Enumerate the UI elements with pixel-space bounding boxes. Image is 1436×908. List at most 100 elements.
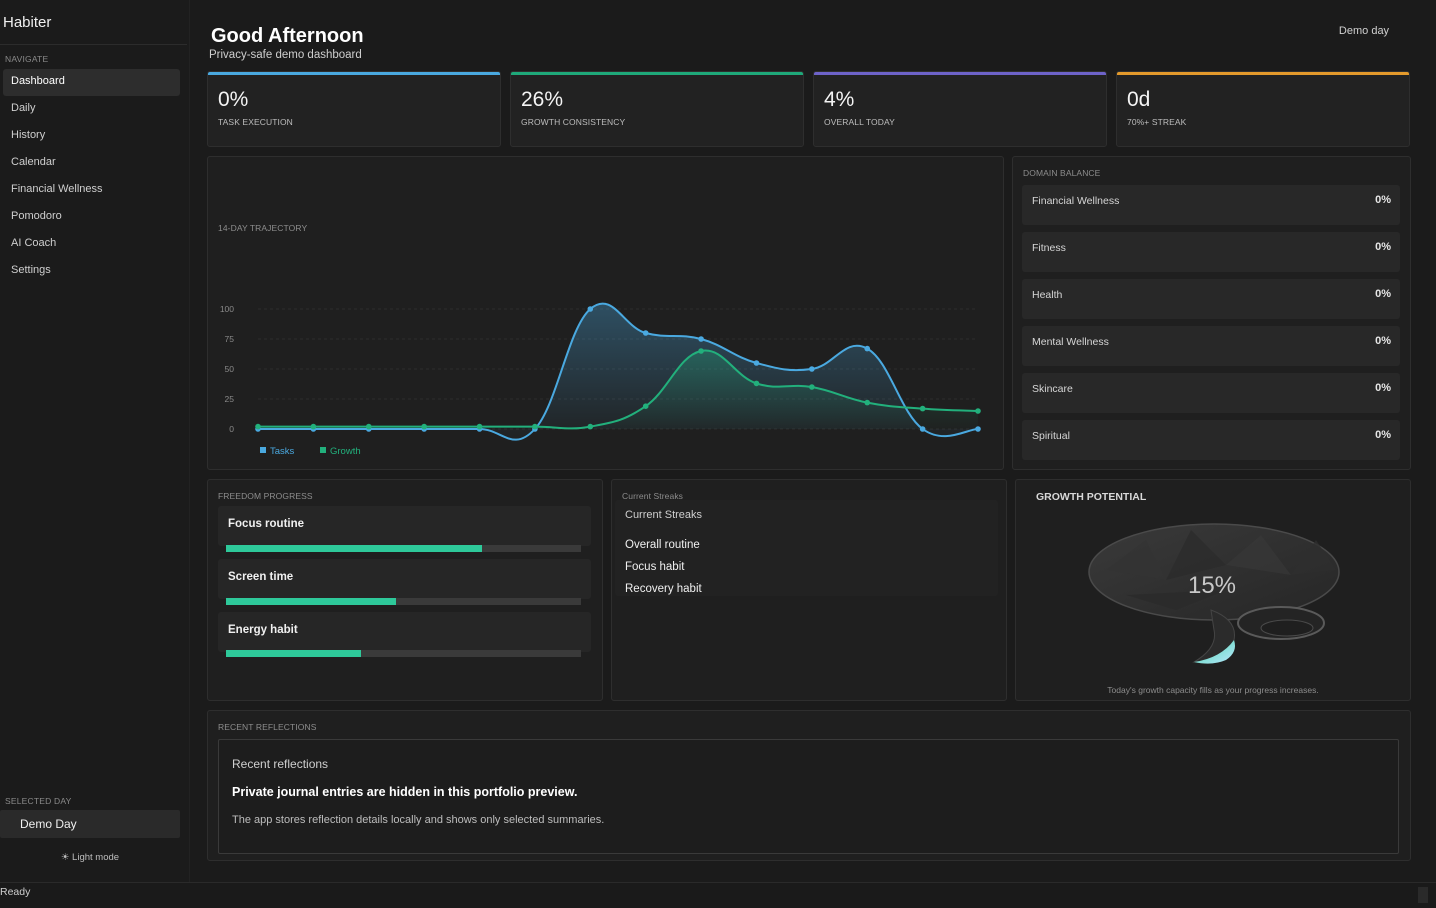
sidebar-item-calendar[interactable]: Calendar — [11, 156, 56, 168]
sidebar-item-financial-wellness[interactable]: Financial Wellness — [11, 183, 103, 195]
streak-item-overall-routine: Overall routine — [625, 539, 700, 551]
stat-label: OVERALL TODAY — [824, 117, 895, 127]
data-point-tasks[interactable] — [919, 426, 926, 432]
recent-reflections-title: RECENT REFLECTIONS — [218, 722, 317, 732]
reflections-heading: Recent reflections — [232, 757, 329, 771]
data-point-growth[interactable] — [809, 384, 815, 390]
recent-reflections-panel: RECENT REFLECTIONS Recent reflections Pr… — [207, 710, 1411, 861]
data-point-tasks[interactable] — [642, 330, 649, 336]
domain-percent: 0% — [1375, 382, 1391, 394]
y-tick-label: 0 — [229, 424, 234, 434]
data-point-growth[interactable] — [753, 380, 760, 387]
data-point-growth[interactable] — [642, 403, 649, 409]
selected-day-label: SELECTED DAY — [5, 796, 72, 806]
data-point-growth[interactable] — [310, 423, 317, 430]
domain-balance-panel: DOMAIN BALANCE Financial Wellness 0% Fit… — [1012, 156, 1411, 470]
freedom-progress-bar — [226, 545, 581, 552]
stat-value: 0d — [1127, 88, 1151, 111]
light-mode-toggle[interactable]: ☀ Light mode — [60, 852, 120, 863]
stat-value: 0% — [218, 88, 249, 111]
data-point-growth[interactable] — [975, 408, 981, 414]
nav-section-label: NAVIGATE — [5, 54, 49, 64]
data-point-tasks[interactable] — [975, 426, 981, 432]
y-tick-label: 100 — [220, 304, 234, 314]
sidebar-item-pomodoro[interactable]: Pomodoro — [11, 210, 62, 222]
data-point-growth[interactable] — [698, 348, 704, 354]
domain-name: Mental Wellness — [1032, 336, 1109, 348]
legend-label[interactable]: Growth — [330, 446, 361, 457]
reflections-card: Recent reflections Private journal entri… — [218, 739, 1399, 854]
freedom-item-focus-routine: Focus routine — [218, 506, 591, 546]
domain-row-mental-wellness: Mental Wellness 0% — [1022, 326, 1400, 366]
data-point-growth[interactable] — [421, 423, 427, 430]
trajectory-panel: 14-DAY TRAJECTORY 0 25 50 75 100 Tasks Growth — [207, 156, 1004, 470]
freedom-item-label: Focus routine — [228, 518, 305, 530]
domain-name: Skincare — [1032, 383, 1073, 395]
domain-name: Spiritual — [1032, 430, 1070, 442]
stat-accent-bar — [1117, 72, 1409, 75]
demo-day-button[interactable]: Demo day — [1338, 25, 1390, 37]
data-point-tasks[interactable] — [809, 366, 815, 372]
reflections-privacy-notice: Private journal entries are hidden in th… — [232, 785, 578, 799]
stat-label: 70%+ STREAK — [1127, 117, 1187, 127]
sidebar-item-ai-coach[interactable]: AI Coach — [11, 237, 57, 249]
freedom-progress-fill — [226, 650, 361, 657]
series-area-growth — [258, 350, 978, 429]
legend-swatch — [260, 447, 266, 453]
growth-gem-illustration: 15% — [1088, 523, 1340, 664]
page-title: Good Afternoon — [211, 25, 364, 47]
data-point-tasks[interactable] — [753, 360, 760, 366]
stat-card-overall-today: 4% OVERALL TODAY — [813, 71, 1107, 147]
freedom-progress-title: FREEDOM PROGRESS — [218, 491, 313, 501]
sidebar-item-daily[interactable]: Daily — [11, 102, 36, 114]
stat-card-streak: 0d 70%+ STREAK — [1116, 71, 1410, 147]
y-tick-label: 50 — [225, 364, 235, 374]
stat-accent-bar — [511, 72, 803, 75]
domain-row-fitness: Fitness 0% — [1022, 232, 1400, 272]
domain-row-spiritual: Spiritual 0% — [1022, 420, 1400, 460]
legend-swatch — [320, 447, 326, 453]
domain-name: Health — [1032, 289, 1063, 301]
sidebar-nav: Dashboard Daily History Calendar Financi… — [3, 69, 180, 285]
data-point-growth[interactable] — [864, 399, 871, 406]
stat-accent-bar — [814, 72, 1106, 75]
domain-percent: 0% — [1375, 288, 1391, 300]
data-point-tasks[interactable] — [864, 345, 871, 352]
series-line-growth — [258, 349, 979, 430]
sidebar-item-settings[interactable]: Settings — [11, 264, 51, 276]
status-text: Ready — [0, 886, 31, 898]
trajectory-title: 14-DAY TRAJECTORY — [218, 223, 308, 233]
streak-item-focus-habit: Focus habit — [625, 561, 685, 573]
streaks-card — [615, 500, 998, 596]
growth-potential-value: 15% — [1188, 572, 1236, 599]
selected-day-select[interactable]: Demo Day — [0, 810, 180, 838]
sidebar-item-dashboard[interactable]: Dashboard — [3, 69, 180, 96]
y-tick-label: 25 — [225, 394, 235, 404]
domain-row-health: Health 0% — [1022, 279, 1400, 319]
stat-accent-bar — [208, 72, 500, 75]
resize-grip[interactable] — [1418, 887, 1428, 903]
data-point-growth[interactable] — [919, 405, 926, 412]
domain-percent: 0% — [1375, 241, 1391, 253]
reflections-note: The app stores reflection details locall… — [232, 814, 605, 826]
data-point-growth[interactable] — [255, 423, 261, 430]
current-streaks-title: Current Streaks — [622, 491, 684, 501]
current-streaks-panel: Current Streaks Current Streaks Overall … — [611, 479, 1007, 701]
domain-balance-title: DOMAIN BALANCE — [1023, 168, 1101, 178]
page-subtitle: Privacy-safe demo dashboard — [209, 49, 362, 61]
data-point-growth[interactable] — [532, 423, 538, 430]
data-point-tasks[interactable] — [587, 306, 594, 312]
data-point-growth[interactable] — [476, 423, 483, 430]
sidebar-item-history[interactable]: History — [11, 129, 46, 141]
status-bar: Ready — [0, 882, 1436, 908]
stat-label: GROWTH CONSISTENCY — [521, 117, 626, 127]
y-tick-label: 75 — [225, 334, 235, 344]
data-point-growth[interactable] — [365, 423, 372, 430]
domain-name: Fitness — [1032, 242, 1066, 254]
freedom-progress-fill — [226, 545, 482, 552]
data-point-tasks[interactable] — [698, 336, 704, 342]
freedom-progress-fill — [226, 598, 397, 605]
legend-label[interactable]: Tasks — [270, 446, 295, 457]
data-point-growth[interactable] — [587, 423, 594, 430]
